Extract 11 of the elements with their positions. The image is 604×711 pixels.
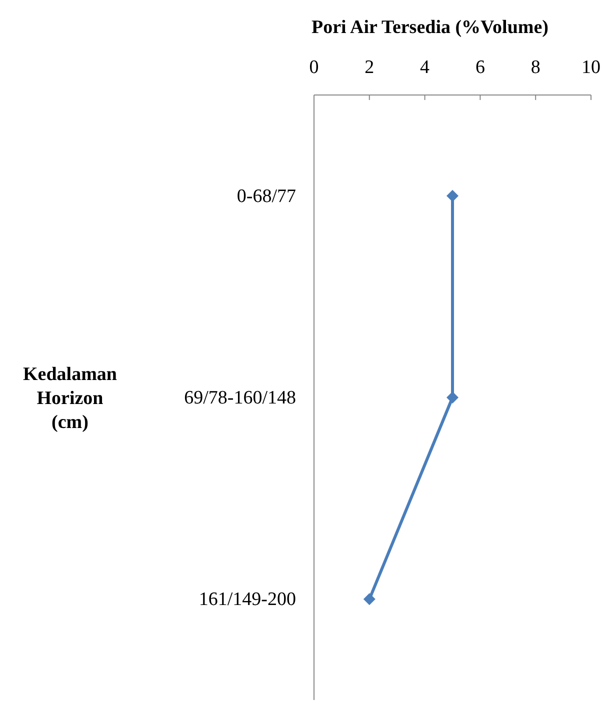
x-tick-label: 8 — [530, 57, 540, 78]
y-tick-label: 0-68/77 — [236, 186, 296, 207]
x-tick-label: 0 — [309, 57, 319, 78]
x-tick-label: 6 — [475, 57, 485, 78]
y-tick-label: 69/78-160/148 — [184, 388, 296, 408]
x-tick-label: 2 — [364, 57, 374, 78]
y-axis-title: Kedalaman Horizon (cm) — [23, 364, 118, 433]
x-tick-label: 10 — [582, 57, 600, 78]
x-tick-label: 4 — [420, 57, 430, 78]
y-tick-label: 161/149-200 — [198, 589, 296, 610]
x-axis-title: Pori Air Tersedia (%Volume) — [312, 17, 548, 38]
